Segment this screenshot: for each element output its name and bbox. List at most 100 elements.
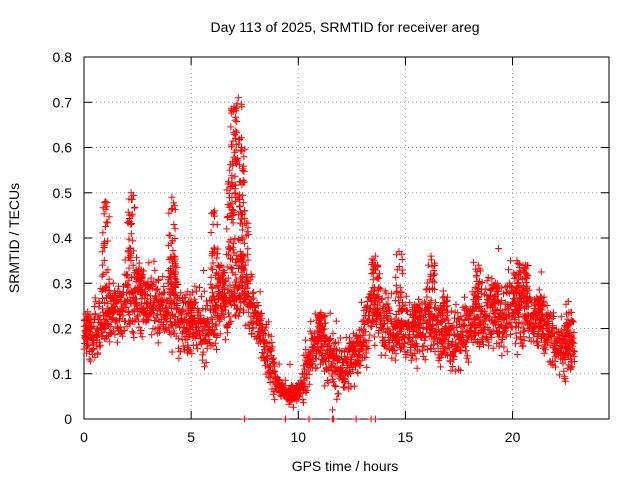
data-point <box>235 140 243 148</box>
data-point <box>224 251 232 259</box>
data-point <box>372 321 380 329</box>
data-point <box>391 356 399 364</box>
data-point <box>427 252 435 260</box>
data-point <box>475 278 483 285</box>
data-point <box>361 328 369 336</box>
data-point <box>513 289 521 297</box>
data-point <box>134 311 142 319</box>
data-point <box>87 357 95 365</box>
data-point <box>124 248 132 256</box>
data-point <box>209 259 217 267</box>
data-point <box>513 351 521 358</box>
data-point <box>462 347 470 355</box>
data-point <box>452 300 460 308</box>
data-point <box>511 340 519 348</box>
data-point <box>99 285 107 293</box>
data-point <box>203 344 211 352</box>
data-point <box>443 308 451 316</box>
data-point <box>566 328 574 336</box>
data-point <box>222 303 230 311</box>
data-point <box>540 349 548 357</box>
data-point <box>238 103 246 111</box>
data-point <box>111 318 119 326</box>
data-point <box>566 347 574 355</box>
data-point <box>229 219 237 227</box>
data-point <box>239 199 247 207</box>
y-tick-label: 0.5 <box>53 185 73 201</box>
data-point <box>439 294 447 302</box>
data-point <box>289 403 297 411</box>
data-point <box>211 339 219 347</box>
data-point <box>231 116 239 124</box>
data-point <box>244 224 252 232</box>
data-point <box>200 267 208 274</box>
data-point <box>231 278 239 286</box>
data-point <box>392 311 400 318</box>
data-point <box>556 371 564 379</box>
data-point <box>376 308 384 316</box>
x-axis-label: GPS time / hours <box>292 458 399 474</box>
data-point <box>303 386 311 394</box>
data-point <box>505 312 513 320</box>
data-point <box>376 316 384 324</box>
data-point <box>226 201 234 209</box>
data-point <box>241 145 249 153</box>
data-point <box>563 310 570 318</box>
data-point <box>365 337 373 345</box>
data-point <box>232 127 240 135</box>
data-point <box>176 348 184 356</box>
data-point <box>431 270 439 278</box>
data-point <box>250 288 258 296</box>
data-point <box>212 282 220 290</box>
data-point <box>219 310 227 318</box>
data-point <box>392 273 400 281</box>
data-point <box>376 270 383 278</box>
data-point <box>369 269 377 277</box>
data-point <box>565 333 573 341</box>
data-point <box>130 334 138 342</box>
data-point <box>301 365 309 373</box>
data-point <box>249 324 257 332</box>
data-point <box>234 284 242 291</box>
data-point <box>127 221 135 228</box>
data-point <box>462 304 470 312</box>
data-point <box>84 335 92 343</box>
data-point <box>136 287 144 295</box>
y-axis-label: SRMTID / TECUs <box>6 183 22 293</box>
data-point <box>401 339 409 347</box>
data-point <box>523 282 531 290</box>
data-point <box>487 328 495 336</box>
data-point <box>489 344 497 352</box>
data-point <box>231 181 239 189</box>
data-point <box>419 352 427 360</box>
data-point <box>122 303 130 311</box>
data-point <box>199 305 207 312</box>
data-point <box>256 288 264 296</box>
data-point <box>171 300 179 308</box>
data-point <box>513 334 521 342</box>
data-point <box>397 327 405 335</box>
data-point <box>488 275 496 283</box>
data-point <box>506 331 514 339</box>
data-point <box>443 302 451 310</box>
data-point <box>341 375 349 383</box>
data-point <box>202 359 210 367</box>
data-point <box>535 306 543 314</box>
data-point <box>126 217 134 225</box>
data-point <box>409 337 417 345</box>
data-point <box>317 320 325 328</box>
data-point <box>94 349 102 357</box>
data-point <box>241 415 249 423</box>
data-point <box>160 283 168 290</box>
data-point <box>442 314 450 322</box>
data-point <box>385 305 393 313</box>
data-point <box>331 363 339 371</box>
data-point <box>182 311 190 319</box>
data-point <box>215 283 223 291</box>
data-point <box>374 275 382 283</box>
data-point <box>179 307 187 315</box>
data-point <box>449 322 457 330</box>
data-point <box>211 304 219 312</box>
